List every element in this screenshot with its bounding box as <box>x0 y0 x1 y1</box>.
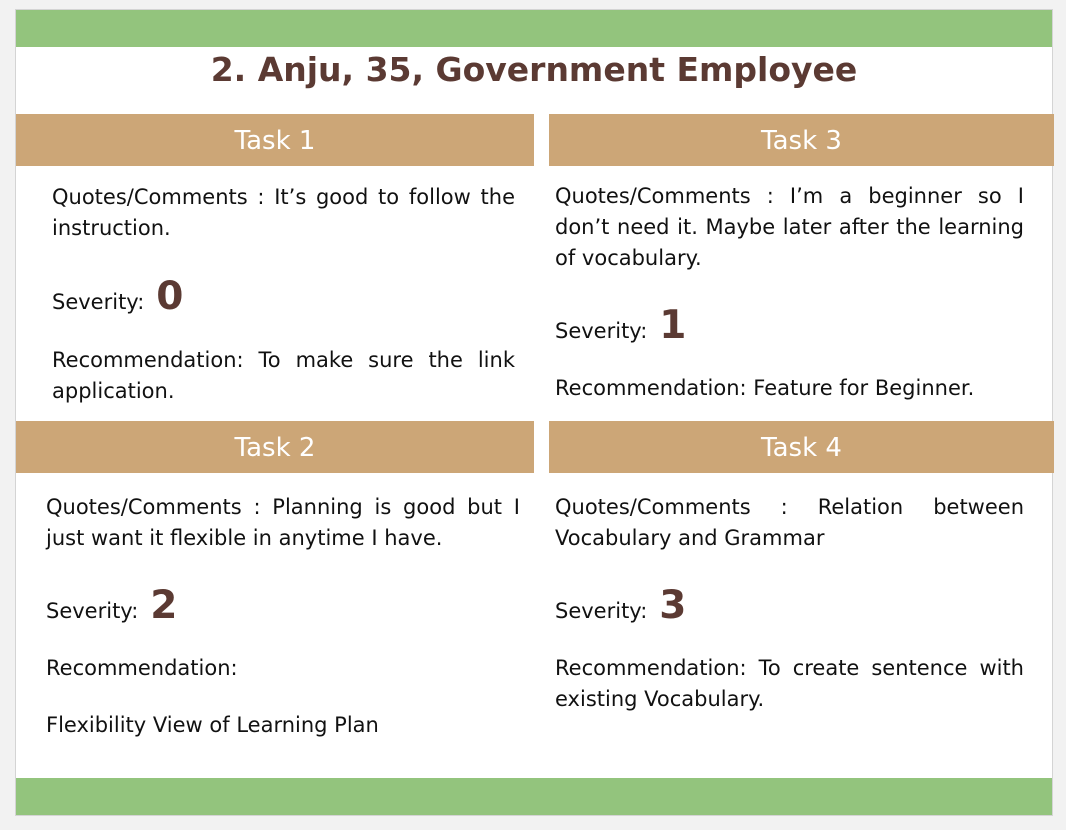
task-2-severity-value: 2 <box>150 583 178 628</box>
task-1-body: Quotes/Comments : It’s good to follow th… <box>52 182 515 407</box>
task-4-severity-value: 3 <box>659 583 687 628</box>
task-4-comment: Quotes/Comments : Relation between Vocab… <box>555 495 1024 550</box>
task-4-severity: Severity: 3 <box>555 583 1024 628</box>
task-3-body: Quotes/Comments : I’m a beginner so I do… <box>555 181 1024 404</box>
page-title: 2. Anju, 35, Government Employee <box>210 50 858 89</box>
task-3-comment: Quotes/Comments : I’m a beginner so I do… <box>555 184 1024 270</box>
task-3-recommendation: Recommendation: Feature for Beginner. <box>555 376 975 400</box>
task-2-comment: Quotes/Comments : Planning is good but I… <box>46 495 520 550</box>
task-2-severity: Severity: 2 <box>46 583 520 628</box>
task-2-recommendation-label: Recommendation: <box>46 656 238 680</box>
task-3-severity: Severity: 1 <box>555 303 1024 348</box>
task-1-header: Task 1 <box>16 114 534 166</box>
task-3-severity-value: 1 <box>659 303 687 348</box>
task-1-severity: Severity: 0 <box>52 274 515 319</box>
task-1-severity-value: 0 <box>156 274 184 319</box>
severity-label: Severity: <box>555 599 648 623</box>
task-4-header: Task 4 <box>549 421 1054 473</box>
bottom-accent-bar <box>16 778 1052 815</box>
task-4-recommendation: Recommendation: To create sentence with … <box>555 656 1024 711</box>
slide: 2. Anju, 35, Government Employee Task 1 … <box>15 9 1054 816</box>
top-accent-bar <box>16 10 1052 47</box>
severity-label: Severity: <box>555 319 648 343</box>
severity-label: Severity: <box>46 599 139 623</box>
task-2-header: Task 2 <box>16 421 534 473</box>
severity-label: Severity: <box>52 290 145 314</box>
task-1-comment: Quotes/Comments : It’s good to follow th… <box>52 185 515 240</box>
task-1-recommendation: Recommendation: To make sure the link ap… <box>52 348 515 403</box>
task-2-recommendation-detail: Flexibility View of Learning Plan <box>46 713 379 737</box>
task-4-body: Quotes/Comments : Relation between Vocab… <box>555 492 1024 715</box>
task-3-header: Task 3 <box>549 114 1054 166</box>
task-2-body: Quotes/Comments : Planning is good but I… <box>46 492 520 741</box>
